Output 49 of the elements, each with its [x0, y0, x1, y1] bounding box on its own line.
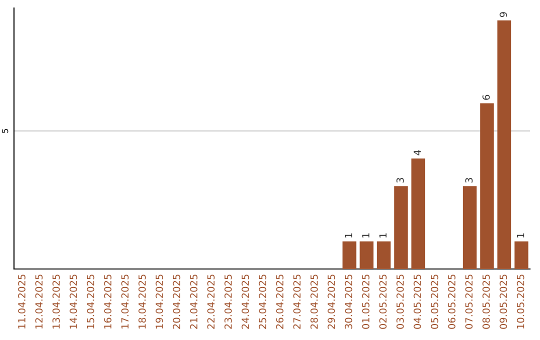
x-tick-label: 02.05.2025	[379, 274, 387, 329]
data-label: 4	[414, 150, 421, 156]
x-tick-label: 21.04.2025	[190, 274, 198, 329]
x-tick-label: 10.05.2025	[516, 274, 524, 328]
bar	[342, 241, 356, 269]
bar	[514, 241, 528, 269]
x-tick-label: 03.05.2025	[396, 274, 404, 329]
data-label: 9	[500, 12, 508, 18]
data-label: 1	[362, 233, 370, 238]
x-tick-label: 04.05.2025	[414, 274, 422, 329]
x-tick-label: 26.04.2025	[276, 274, 284, 329]
data-label: 3	[396, 178, 404, 183]
bar	[480, 103, 494, 269]
x-tick-label: 27.04.2025	[293, 274, 301, 329]
data-label: 1	[516, 233, 524, 238]
x-tick-label: 13.04.2025	[52, 274, 60, 328]
x-tick-label: 05.05.2025	[430, 274, 438, 329]
bar	[411, 158, 426, 269]
bar	[376, 241, 391, 269]
x-tick-label: 22.04.2025	[207, 274, 215, 329]
x-tick-label: 23.04.2025	[224, 274, 232, 329]
x-tick-label: 15.04.2025	[86, 274, 94, 328]
x-tick-label: 24.04.2025	[242, 274, 250, 329]
data-label: 6	[482, 94, 490, 100]
bar	[360, 241, 374, 269]
x-tick-label: 08.05.2025	[482, 274, 490, 329]
x-tick-label: 28.04.2025	[310, 274, 318, 329]
bar	[462, 186, 477, 269]
x-tick-label: 16.04.2025	[104, 274, 112, 328]
bar	[394, 186, 408, 269]
data-label: 1	[379, 233, 386, 238]
x-tick-label: 11.04.2025	[18, 274, 26, 328]
bar	[497, 20, 512, 269]
x-tick-label: 17.04.2025	[121, 274, 129, 328]
x-tick-label: 30.04.2025	[344, 274, 352, 329]
x-tick-label: 12.04.2025	[35, 274, 43, 328]
x-tick-label: 18.04.2025	[138, 274, 146, 328]
x-tick-label: 06.05.2025	[448, 274, 456, 329]
x-tick-label: 29.04.2025	[328, 274, 336, 329]
x-tick-label: 14.04.2025	[70, 274, 78, 328]
x-tick-label: 25.04.2025	[258, 274, 266, 329]
x-tick-label: 09.05.2025	[500, 274, 508, 329]
data-label: 3	[465, 178, 473, 183]
x-tick-label: 20.04.2025	[172, 274, 180, 329]
x-tick-label: 07.05.2025	[465, 274, 473, 329]
y-tick-label: 5	[2, 128, 8, 133]
data-label: 1	[344, 233, 352, 238]
x-tick-label: 19.04.2025	[156, 274, 164, 328]
x-tick-label: 01.05.2025	[362, 274, 370, 329]
